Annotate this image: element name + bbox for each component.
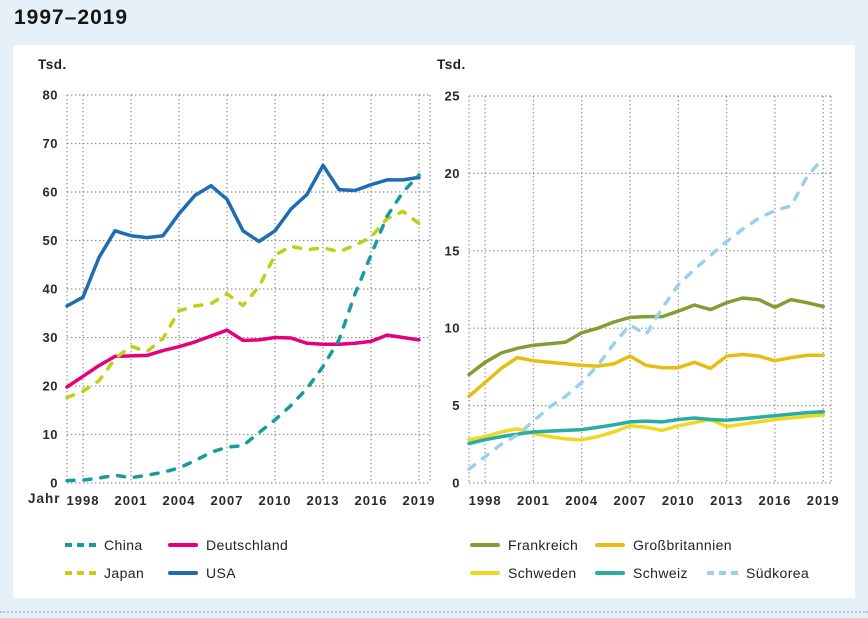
x-tick-label: 2001 bbox=[115, 493, 148, 508]
series-line-usa bbox=[65, 163, 421, 308]
legend-item-usa: USA bbox=[168, 565, 288, 581]
series-line-deutschland bbox=[65, 328, 421, 389]
y-tick-label: 0 bbox=[50, 476, 58, 491]
x-tick-label: 2007 bbox=[614, 493, 647, 508]
legend-swatch-frankreich bbox=[470, 543, 500, 547]
legend-swatch-sudkorea bbox=[707, 571, 738, 575]
x-tick-label: 2001 bbox=[517, 493, 550, 508]
y-tick-label: 5 bbox=[452, 398, 460, 413]
chart-title: 1997–2019 bbox=[14, 6, 129, 29]
x-tick-label: 2013 bbox=[307, 493, 340, 508]
legend-item-china: China bbox=[65, 537, 168, 553]
y-axis-unit-right: Tsd. bbox=[437, 57, 466, 72]
legend-item-sudkorea: Südkorea bbox=[707, 565, 809, 581]
x-tick-label: 2016 bbox=[355, 493, 388, 508]
series-line-japan bbox=[65, 209, 421, 400]
y-tick-label: 20 bbox=[445, 166, 460, 181]
series-line-sudkorea bbox=[467, 156, 825, 471]
chart-panel: Tsd. Tsd. bbox=[13, 45, 855, 598]
legend-label: Schweiz bbox=[633, 565, 688, 581]
legend-swatch-japan bbox=[65, 571, 96, 575]
x-tick-label: 2004 bbox=[163, 493, 196, 508]
x-tick-label: 2016 bbox=[758, 493, 791, 508]
legend-swatch-grossbritannien bbox=[595, 543, 625, 547]
y-tick-label: 25 bbox=[445, 89, 460, 104]
y-tick-label: 70 bbox=[43, 136, 58, 151]
legend-label: Südkorea bbox=[746, 565, 810, 581]
legend-item-grossbritannien: Großbritannien bbox=[595, 537, 732, 553]
legend-label: USA bbox=[206, 565, 236, 581]
x-tick-label: 1998 bbox=[67, 493, 100, 508]
y-tick-label: 30 bbox=[43, 330, 58, 345]
x-tick-label: 2013 bbox=[710, 493, 743, 508]
legend-item-japan: Japan bbox=[65, 565, 168, 581]
x-tick-label: 2019 bbox=[807, 493, 840, 508]
legend-right: Frankreich Großbritannien Schweden Schweiz S… bbox=[470, 537, 809, 581]
legend-item-deutschland: Deutschland bbox=[168, 537, 288, 553]
x-tick-label: 2004 bbox=[565, 493, 598, 508]
series-line-china bbox=[65, 173, 421, 483]
y-tick-label: 80 bbox=[43, 88, 58, 103]
x-tick-label: 1998 bbox=[469, 493, 502, 508]
y-tick-label: 0 bbox=[452, 476, 460, 491]
series-line-schweiz bbox=[467, 410, 825, 446]
y-tick-label: 40 bbox=[43, 282, 58, 297]
legend-swatch-usa bbox=[168, 571, 198, 575]
legend-item-frankreich: Frankreich bbox=[470, 537, 595, 553]
y-tick-label: 60 bbox=[43, 185, 58, 200]
legend-item-schweden: Schweden bbox=[470, 565, 595, 581]
legend-label: Schweden bbox=[508, 565, 577, 581]
x-axis-title: Jahr bbox=[28, 491, 61, 506]
footer-divider bbox=[0, 611, 868, 613]
y-tick-label: 10 bbox=[445, 321, 460, 336]
x-tick-label: 2019 bbox=[403, 493, 436, 508]
y-tick-label: 15 bbox=[445, 243, 460, 258]
legend-label: Frankreich bbox=[508, 537, 579, 553]
y-axis-unit-left: Tsd. bbox=[38, 57, 67, 72]
legend-label: Deutschland bbox=[206, 537, 289, 553]
x-tick-label: 2007 bbox=[211, 493, 244, 508]
legend-swatch-schweiz bbox=[595, 571, 625, 575]
x-tick-label: 2010 bbox=[259, 493, 292, 508]
y-tick-label: 20 bbox=[43, 379, 58, 394]
legend-label: Japan bbox=[104, 565, 145, 581]
y-tick-label: 50 bbox=[43, 233, 58, 248]
series-line-grossbritannien bbox=[467, 352, 825, 399]
series-line-frankreich bbox=[467, 296, 825, 377]
legend-item-schweiz: Schweiz bbox=[595, 565, 707, 581]
legend-swatch-china bbox=[65, 543, 96, 547]
legend-swatch-schweden bbox=[470, 571, 500, 575]
x-tick-label: 2010 bbox=[662, 493, 695, 508]
legend-label: Großbritannien bbox=[633, 537, 732, 553]
legend-swatch-deutschland bbox=[168, 543, 198, 547]
series-line-schweden bbox=[467, 413, 825, 442]
legend-left: China Deutschland Japan USA bbox=[65, 537, 288, 581]
legend-label: China bbox=[104, 537, 143, 553]
y-tick-label: 10 bbox=[43, 427, 58, 442]
